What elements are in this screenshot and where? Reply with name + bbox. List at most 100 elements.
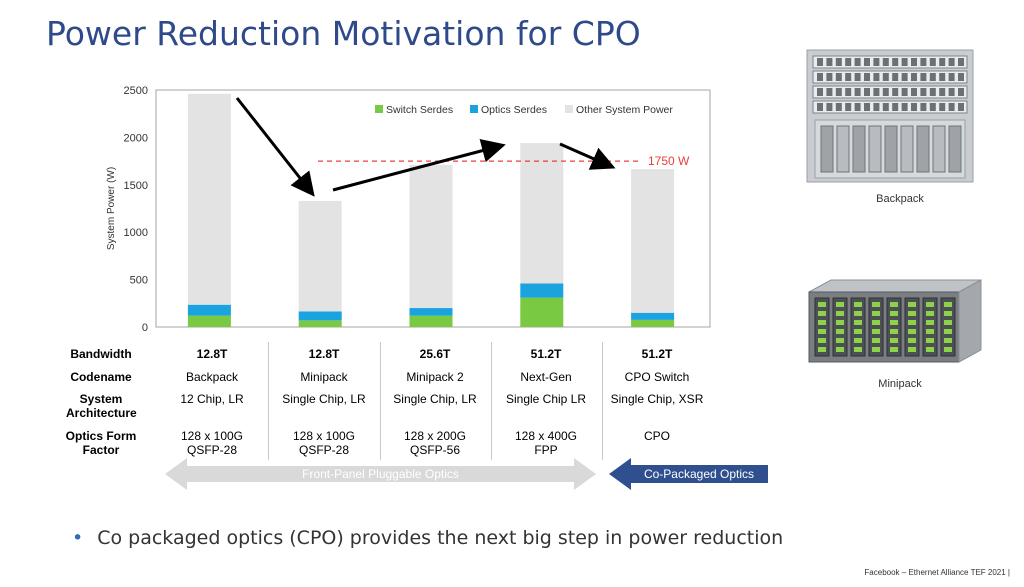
fan-card: [820, 125, 834, 173]
port: [854, 73, 861, 81]
port: [864, 73, 870, 81]
port: [958, 103, 964, 111]
row-label-architecture: System Architecture: [66, 392, 137, 420]
module-latch: [872, 311, 880, 316]
legend-swatch: [375, 105, 383, 113]
port: [864, 103, 870, 111]
port: [873, 103, 880, 111]
module-latch: [836, 320, 844, 325]
port: [826, 73, 833, 81]
minipack-caption: Minipack: [878, 378, 922, 390]
row-label-bandwidth: Bandwidth: [70, 347, 132, 361]
module-latch: [818, 320, 826, 325]
port: [939, 103, 946, 111]
cell-form-factor: 128 x 100G QSFP-28: [292, 429, 356, 457]
module-latch: [908, 311, 916, 316]
module-latch: [944, 311, 952, 316]
legend-swatch: [470, 105, 478, 113]
port: [920, 88, 927, 96]
footer: Facebook – Ethernet Alliance TEF 2021 |: [864, 568, 1010, 577]
bar-segment: [631, 319, 675, 327]
port: [854, 88, 861, 96]
bar-segment: [409, 315, 453, 327]
port: [873, 73, 880, 81]
backpack-caption: Backpack: [876, 193, 924, 205]
port: [939, 73, 946, 81]
trend-arrow: [332, 138, 506, 192]
y-tick-label: 1500: [124, 180, 148, 192]
port: [882, 73, 889, 81]
cell-form-factor: 128 x 200G QSFP-56: [403, 429, 467, 457]
module-latch: [926, 302, 934, 307]
cell-bandwidth: 12.8T: [308, 347, 340, 361]
table-divider: [602, 342, 603, 460]
bar-segment: [409, 164, 453, 309]
bar-segment: [631, 312, 675, 320]
cell-bandwidth: 51.2T: [641, 347, 673, 361]
module-latch: [926, 329, 934, 334]
module-latch: [854, 302, 862, 307]
y-tick-label: 1000: [124, 227, 148, 239]
port: [826, 103, 833, 111]
module-latch: [926, 320, 934, 325]
port: [835, 58, 842, 66]
port: [826, 88, 833, 96]
cell-codename: Minipack: [300, 370, 348, 384]
port: [892, 73, 899, 81]
bullet-icon: •: [72, 527, 84, 549]
port: [958, 73, 964, 81]
legend-swatch: [565, 105, 573, 113]
module-latch: [872, 347, 880, 352]
fan-card: [948, 125, 962, 173]
module-latch: [854, 329, 862, 334]
table-divider: [380, 342, 381, 460]
cell-form-factor: 128 x 100G QSFP-28: [180, 429, 244, 457]
port: [882, 88, 889, 96]
module-latch: [944, 338, 952, 343]
bar-segment: [187, 304, 231, 316]
port: [948, 73, 955, 81]
module-latch: [818, 338, 826, 343]
port: [920, 73, 927, 81]
y-tick-label: 2000: [124, 132, 148, 144]
bar-segment: [631, 169, 675, 313]
linecard-row: [812, 100, 968, 114]
module-latch: [926, 338, 934, 343]
port: [854, 103, 861, 111]
module-latch: [818, 329, 826, 334]
module-latch: [836, 329, 844, 334]
cpo-label: Co-Packaged Optics: [643, 467, 755, 481]
cell-bandwidth: 12.8T: [196, 347, 228, 361]
port: [911, 58, 917, 66]
cell-architecture: Single Chip, LR: [393, 392, 477, 406]
module-latch: [944, 320, 952, 325]
y-tick-label: 2500: [124, 85, 148, 97]
module-latch: [818, 302, 826, 307]
port: [911, 88, 917, 96]
port: [911, 73, 917, 81]
linecard-row: [812, 85, 968, 99]
module-latch: [890, 302, 898, 307]
port: [939, 58, 946, 66]
port: [817, 73, 823, 81]
bar-segment: [187, 315, 231, 327]
bar-segment: [520, 283, 564, 298]
cell-form-factor: CPO: [643, 429, 670, 443]
port: [948, 58, 955, 66]
linecard-row: [812, 70, 968, 84]
port: [854, 58, 861, 66]
port: [817, 58, 823, 66]
cell-codename: CPO Switch: [624, 370, 690, 384]
bar-segment: [409, 308, 453, 316]
legend-label: Switch Serdes: [386, 104, 453, 116]
linecard-row: [812, 55, 968, 69]
module-latch: [944, 329, 952, 334]
cell-codename: Minipack 2: [406, 370, 464, 384]
cell-architecture: Single Chip, LR: [282, 392, 366, 406]
module-latch: [944, 347, 952, 352]
trend-arrow: [235, 97, 315, 197]
y-tick-label: 0: [142, 322, 148, 334]
module-latch: [890, 329, 898, 334]
port: [864, 58, 870, 66]
module-latch: [908, 338, 916, 343]
